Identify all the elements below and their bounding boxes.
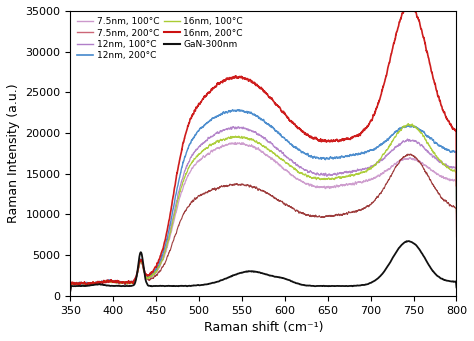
Y-axis label: Raman Intensity (a.u.): Raman Intensity (a.u.) <box>7 84 20 223</box>
Legend: 7.5nm, 100°C, 7.5nm, 200°C, 12nm, 100°C, 12nm, 200°C, 16nm, 100°C, 16nm, 200°C, : 7.5nm, 100°C, 7.5nm, 200°C, 12nm, 100°C,… <box>75 15 245 62</box>
X-axis label: Raman shift (cm⁻¹): Raman shift (cm⁻¹) <box>204 321 323 334</box>
